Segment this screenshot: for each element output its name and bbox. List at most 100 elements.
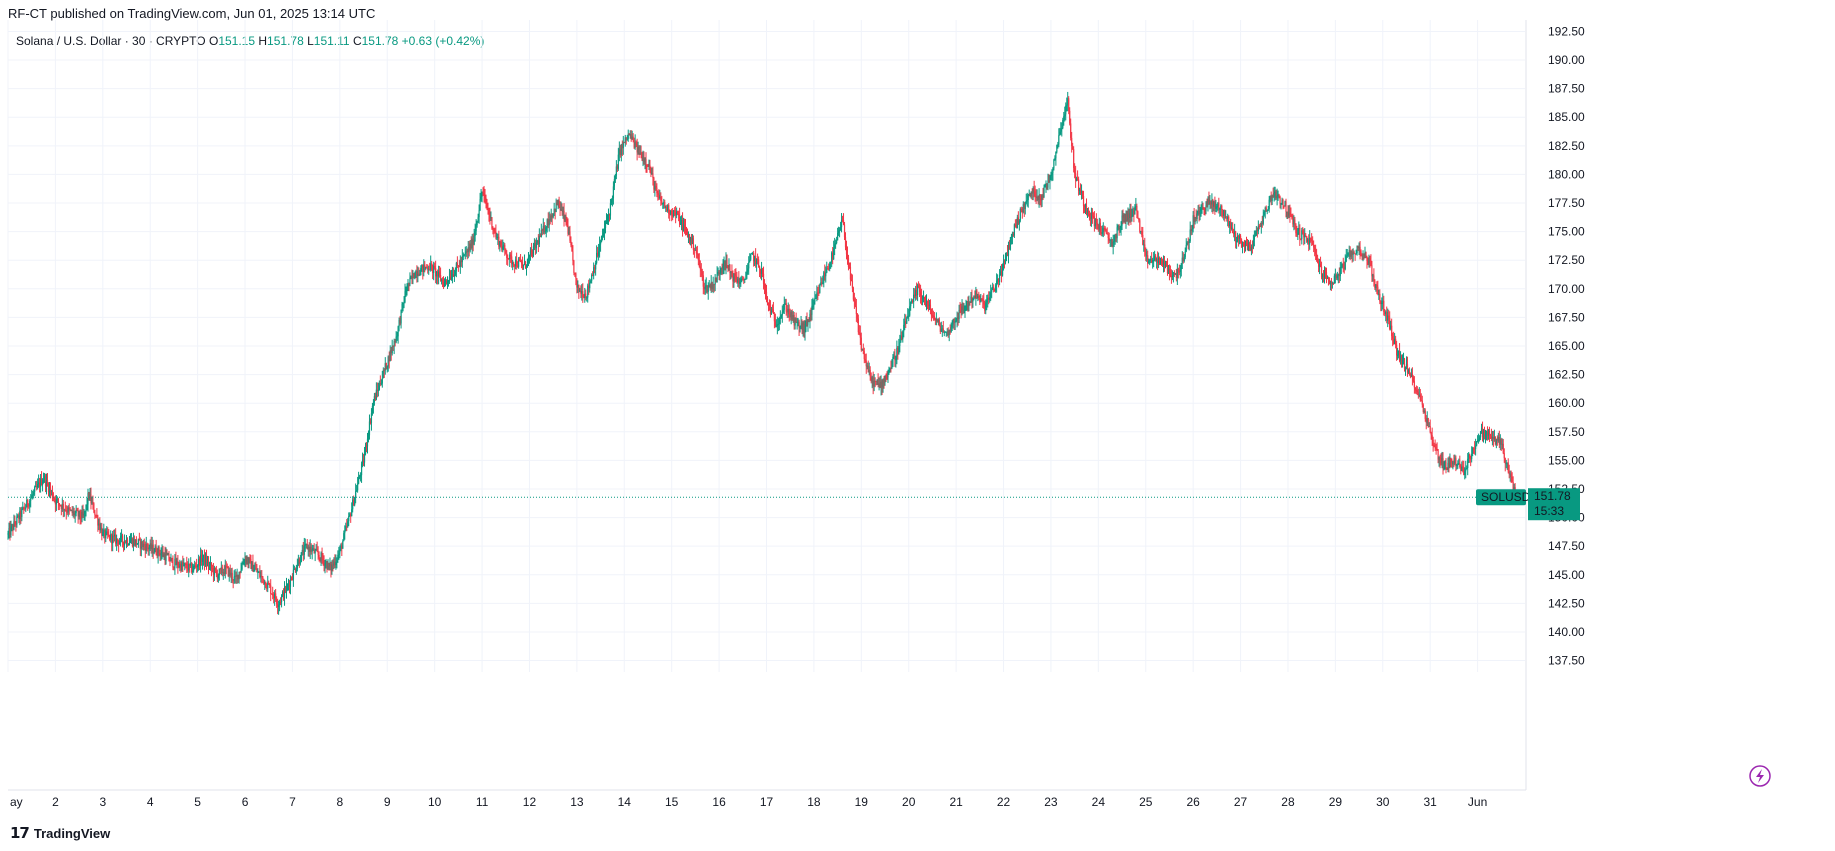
- candle-body: [1047, 180, 1049, 188]
- candle-body: [1469, 454, 1471, 459]
- candle-body: [1395, 338, 1397, 345]
- candle-body: [681, 220, 684, 231]
- candle-body: [1266, 210, 1268, 212]
- candle-body: [352, 499, 354, 510]
- candle-body: [1166, 265, 1169, 274]
- candle-body: [80, 517, 82, 519]
- candle-body: [825, 272, 827, 277]
- candle-body: [967, 301, 969, 307]
- candle-body: [1293, 219, 1295, 225]
- candle-body: [82, 511, 84, 516]
- candle-body: [1098, 222, 1100, 230]
- candle-body: [660, 196, 662, 201]
- candle-body: [757, 259, 760, 267]
- x-tick-label: 27: [1234, 795, 1248, 809]
- candle-body: [1350, 250, 1352, 257]
- candle-body: [985, 302, 987, 311]
- candle-body: [200, 554, 203, 562]
- candle-body: [227, 566, 229, 576]
- lightning-icon[interactable]: [1749, 765, 1771, 787]
- candle-body: [670, 210, 672, 215]
- candle-body: [451, 273, 454, 278]
- candle-body: [570, 240, 572, 245]
- candle-body: [440, 279, 443, 281]
- candle-body: [375, 389, 377, 400]
- candle-body: [388, 356, 390, 362]
- candle-body: [1502, 443, 1504, 454]
- candle-body: [1125, 214, 1127, 222]
- candle-body: [1135, 205, 1137, 207]
- candle-body: [100, 527, 102, 531]
- candle-body: [709, 285, 711, 289]
- candle-body: [49, 487, 52, 492]
- candle-body: [612, 186, 615, 199]
- candle-body: [131, 538, 134, 546]
- tradingview-logo[interactable]: 𝟭𝟳 TradingView: [10, 824, 110, 842]
- candle-body: [549, 219, 551, 221]
- candle-body: [1129, 209, 1131, 218]
- candle-body: [1404, 366, 1407, 369]
- candle-body: [736, 279, 738, 283]
- candle-body: [1409, 375, 1412, 378]
- candle-body: [1255, 230, 1257, 236]
- candle-body: [1482, 429, 1485, 437]
- y-tick-label: 140.00: [1548, 625, 1585, 639]
- y-tick-label: 147.50: [1548, 539, 1585, 553]
- candle-body: [490, 217, 492, 219]
- candle-body: [627, 133, 629, 139]
- candle-body: [1151, 258, 1153, 263]
- candle-body: [633, 140, 635, 148]
- candle-body: [1091, 211, 1094, 217]
- candle-body: [968, 301, 970, 307]
- candle-body: [1156, 259, 1158, 262]
- candle-body: [466, 251, 468, 253]
- candle-body: [1434, 445, 1436, 448]
- candle-body: [924, 298, 927, 306]
- candle-body: [1095, 218, 1097, 224]
- candle-body: [110, 534, 112, 540]
- candle-body: [1468, 454, 1470, 459]
- candle-body: [458, 266, 460, 268]
- candle-body: [463, 254, 465, 256]
- candle-body: [1031, 192, 1033, 194]
- candle-body: [1233, 232, 1235, 234]
- candle-body: [955, 320, 957, 322]
- candle-body: [379, 383, 381, 385]
- candle-body: [1491, 437, 1494, 439]
- candle-body: [528, 254, 531, 258]
- candle-body: [481, 191, 483, 197]
- candle-body: [788, 308, 790, 315]
- candle-body: [1493, 436, 1495, 440]
- x-tick-label: 14: [618, 795, 632, 809]
- candle-body: [65, 509, 67, 512]
- candle-body: [1327, 278, 1330, 281]
- candle-body: [1400, 356, 1403, 365]
- candle-body: [373, 396, 376, 403]
- candle-body: [782, 309, 784, 313]
- candle-body: [1397, 350, 1400, 355]
- candle-body: [913, 294, 915, 303]
- candle-body: [1114, 234, 1116, 242]
- candle-body: [495, 231, 497, 238]
- candle-body: [548, 219, 550, 226]
- candle-body: [1422, 404, 1424, 412]
- candle-body: [284, 587, 287, 592]
- candle-body: [396, 336, 398, 338]
- candle-body: [420, 268, 422, 275]
- candle-body: [922, 297, 925, 299]
- candle-body: [672, 214, 674, 217]
- candle-body: [613, 179, 616, 187]
- candle-body: [19, 510, 21, 520]
- candle-body: [1438, 457, 1440, 460]
- candle-body: [409, 277, 411, 285]
- candle-body: [57, 498, 59, 504]
- candle-body: [1318, 264, 1321, 267]
- candle-body: [371, 405, 374, 414]
- candle-body: [30, 498, 32, 501]
- candle-body: [979, 296, 981, 303]
- candle-body: [1049, 175, 1051, 182]
- candle-body: [991, 290, 993, 293]
- candle-body: [925, 302, 928, 306]
- candle-body: [839, 227, 842, 231]
